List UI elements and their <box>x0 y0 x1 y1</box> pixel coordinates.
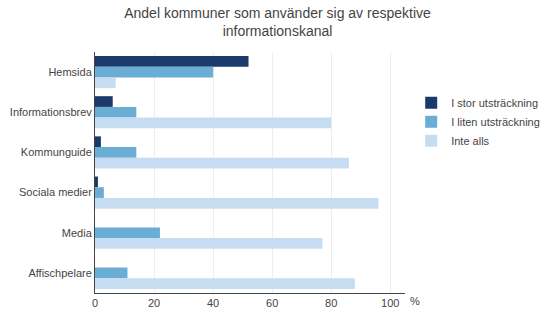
svg-text:Media: Media <box>62 227 93 239</box>
svg-text:Andel kommuner som använder si: Andel kommuner som använder sig av respe… <box>124 5 431 39</box>
svg-text:Informationsbrev: Informationsbrev <box>10 106 92 118</box>
svg-text:80: 80 <box>325 297 337 309</box>
svg-text:Hemsida: Hemsida <box>48 66 92 78</box>
svg-text:40: 40 <box>207 297 219 309</box>
svg-text:Affischpelare: Affischpelare <box>28 267 91 279</box>
svg-text:Sociala medier: Sociala medier <box>19 186 92 198</box>
svg-text:Kommunguide: Kommunguide <box>21 146 92 158</box>
svg-text:I liten utsträckning: I liten utsträckning <box>451 116 540 128</box>
svg-text:100: 100 <box>381 297 399 309</box>
svg-text:Inte alls: Inte alls <box>451 135 489 147</box>
svg-text:0: 0 <box>92 297 98 309</box>
svg-text:60: 60 <box>266 297 278 309</box>
svg-text:%: % <box>410 295 420 307</box>
svg-text:I stor utsträckning: I stor utsträckning <box>451 97 538 109</box>
svg-text:20: 20 <box>148 297 160 309</box>
